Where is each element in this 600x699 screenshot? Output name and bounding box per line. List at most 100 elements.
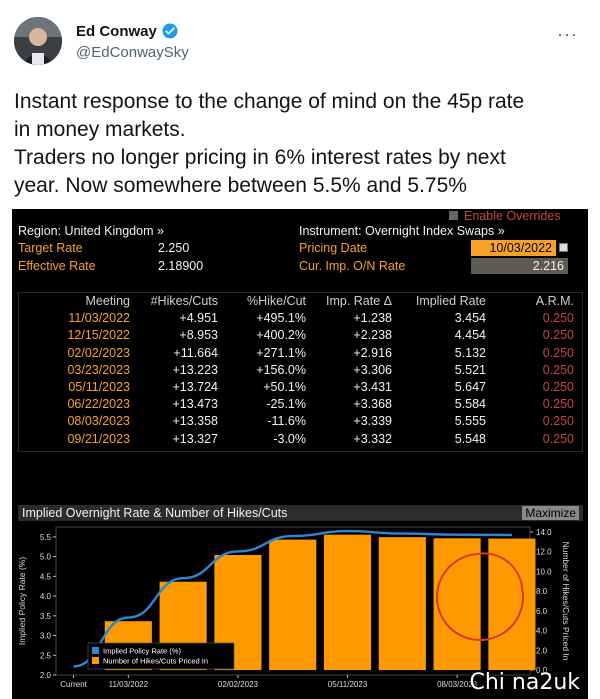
watermark: Chi na2uk (469, 670, 580, 695)
x-tick-label: 02/02/2023 (218, 680, 259, 689)
table-cell: 4.454 (454, 328, 486, 343)
avatar[interactable] (14, 17, 62, 65)
table-cell: +13.327 (172, 431, 218, 446)
table-cell: 0.250 (542, 362, 574, 377)
tweet-line: in money markets. (14, 118, 186, 141)
chart-title-bar (18, 505, 583, 521)
y-tick-label: 4.0 (40, 592, 52, 601)
y-axis-title: Implied Policy Rate (%) (17, 557, 27, 646)
meetings-table-frame (18, 292, 583, 452)
table-header: #Hikes/Cuts (150, 294, 218, 308)
table-cell: 06/22/2023 (67, 397, 130, 412)
table-cell: +4.951 (179, 311, 218, 326)
calendar-icon (559, 243, 568, 252)
table-cell: +8.953 (179, 328, 218, 343)
y2-tick-label: 4.0 (536, 627, 548, 636)
table-cell: 5.584 (454, 397, 486, 412)
implied-rate-chart: 2.0 2.5 3.0 3.5 4.0 4.5 5.0 5.5 0.0 2.0 4.0 6.0 8.0 1… (17, 526, 571, 689)
enable-overrides: Enable Overrides (464, 209, 561, 223)
tweet-line: Traders no longer pricing in 6% interest… (14, 146, 506, 169)
pricing-date-label: Pricing Date (299, 241, 368, 255)
y2-tick-label: 2.0 (536, 646, 548, 655)
y2-tick-label: 12.0 (536, 548, 552, 557)
y2-tick-label: 0.0 (536, 666, 548, 675)
tweet-line: year. Now somewhere between 5.5% and 5.7… (14, 174, 467, 197)
table-header: A.R.M. (535, 294, 574, 308)
table-cell: 0.250 (542, 397, 574, 412)
table-cell: +50.1% (263, 380, 306, 394)
verified-badge-icon (161, 22, 179, 40)
table-cell: +13.724 (172, 380, 218, 394)
table-cell: 5.647 (454, 380, 486, 394)
table-cell: 09/21/2023 (67, 431, 130, 446)
table-cell: +3.332 (353, 431, 392, 446)
author-name-text[interactable]: Ed Conway (76, 22, 157, 40)
legend-box (87, 642, 235, 670)
table-cell: +3.306 (353, 362, 392, 377)
x-tick-label: 05/11/2023 (328, 680, 368, 689)
legend-label: Implied Policy Rate (%) (103, 647, 181, 656)
table-cell: 5.521 (454, 362, 486, 377)
legend-label: Number of Hikes/Cuts Priced In (103, 657, 208, 666)
instrument-label: Instrument: Overnight Index Swaps » (299, 224, 505, 238)
table-cell: 0.250 (542, 345, 574, 360)
bloomberg-terminal-image[interactable]: Enable Overrides Region: United Kingdom … (12, 209, 588, 699)
author-handle[interactable]: @EdConwaySky (76, 44, 189, 61)
table-cell: +2.238 (353, 328, 392, 343)
table-cell: 0.250 (542, 431, 574, 446)
table-cell: +3.339 (353, 414, 392, 429)
region-label: Region: United Kingdom » (18, 224, 164, 238)
y2-tick-label: 14.0 (536, 528, 552, 537)
table-cell: -11.6% (267, 414, 306, 429)
table-cell: +13.223 (172, 362, 218, 377)
table-cell: +13.358 (172, 414, 218, 429)
y2-tick-label: 10.0 (536, 567, 552, 576)
effective-rate-label: Effective Rate (18, 259, 96, 273)
table-cell: 12/15/2022 (67, 328, 130, 343)
table-cell: +3.431 (353, 380, 392, 394)
cur-imp-label: Cur. Imp. O/N Rate (299, 259, 406, 273)
table-cell: 5.132 (454, 345, 486, 360)
table-cell: +1.238 (353, 311, 392, 326)
table-cell: 0.250 (542, 380, 574, 394)
x-tick-label: Current (60, 680, 87, 689)
target-rate-value: 2.250 (158, 241, 190, 255)
table-cell: 03/23/2023 (67, 362, 130, 377)
cur-imp-value: 2.216 (471, 258, 568, 274)
table-cell: 0.250 (542, 414, 574, 429)
pricing-date-value: 10/03/2022 (471, 240, 556, 256)
bar-hikes (433, 538, 481, 671)
more-options-icon[interactable]: ··· (557, 24, 578, 44)
table-cell: 5.548 (454, 431, 486, 446)
chart-title: Implied Overnight Rate & Number of Hikes… (22, 506, 288, 520)
maximize-button[interactable]: Maximize (522, 506, 579, 520)
table-header: %Hike/Cut (246, 294, 306, 308)
table-cell: 0.250 (542, 311, 574, 326)
bar-hikes (269, 539, 317, 671)
effective-rate-value: 2.18900 (158, 259, 204, 273)
table-cell: +156.0% (256, 362, 306, 377)
table-cell: -25.1% (266, 397, 306, 412)
table-cell: +3.368 (353, 397, 392, 412)
x-tick-label: 11/03/2022 (109, 680, 149, 689)
author-name[interactable]: Ed Conway (76, 22, 179, 40)
table-cell: +495.1% (256, 311, 306, 326)
legend-swatch-line (92, 647, 99, 654)
table-cell: +400.2% (256, 328, 306, 343)
enable-overrides-checkbox (449, 211, 458, 220)
y-tick-label: 5.5 (40, 533, 52, 542)
target-rate-label: Target Rate (18, 241, 83, 255)
table-header: Meeting (85, 294, 130, 308)
y-tick-label: 2.5 (40, 651, 52, 660)
y-tick-label: 3.0 (40, 632, 52, 641)
table-cell: 11/03/2022 (68, 311, 130, 326)
table-cell: 3.454 (454, 311, 486, 326)
table-cell: 05/11/2023 (68, 380, 130, 394)
table-cell: 02/02/2023 (67, 345, 130, 360)
line-implied-rate (73, 529, 512, 668)
y2-tick-label: 8.0 (536, 587, 548, 596)
y-tick-label: 4.5 (40, 572, 52, 581)
legend-swatch-bar (92, 657, 99, 664)
y2-tick-label: 6.0 (536, 607, 548, 616)
table-cell: 08/03/2023 (67, 414, 130, 429)
